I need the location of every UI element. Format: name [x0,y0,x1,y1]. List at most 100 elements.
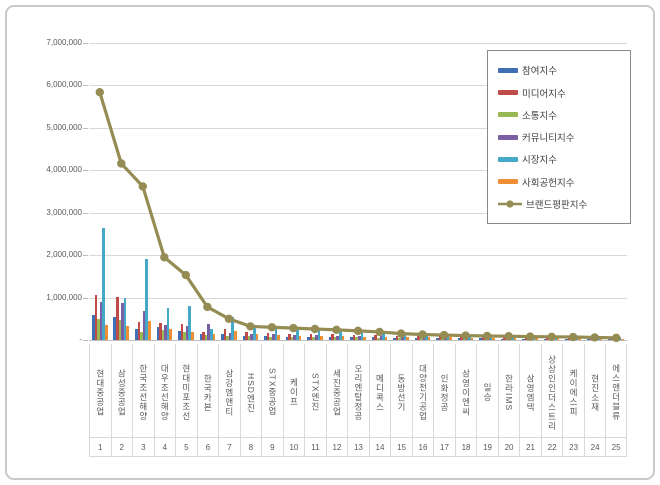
legend-swatch [498,156,518,162]
x-label-cell: 오리엔탈정공 13 [347,344,369,457]
gridline [89,127,627,129]
gridline [89,43,627,44]
line-marker [418,330,427,339]
bar [188,306,192,340]
legend-swatch [498,179,518,184]
category-label: 현진소재 [590,373,601,412]
bar [102,227,105,340]
bar-group [261,327,283,340]
bar [94,295,98,340]
bar [221,334,224,340]
bar [556,338,560,340]
legend-item: 소통지수 [498,108,630,122]
bar-group [154,308,176,340]
bar [331,334,334,340]
category-label: 삼성중공업 [116,368,127,417]
legend-label: 브랜드평판지수 [526,199,588,211]
bar [204,334,208,340]
plot-area [83,43,627,343]
gridline [89,212,627,214]
bar-group [283,328,305,340]
category-label: 대양전기공업 [417,364,428,421]
legend-item: 사회공헌지수 [498,175,630,189]
rank-label: 23 [563,437,584,457]
bar [513,337,517,340]
bar [621,338,624,340]
x-label-cell: 대양전기공업 16 [411,344,434,457]
bar-group [304,329,326,340]
bar [121,302,124,340]
bar [314,335,318,340]
x-label-cell: 대우조선해양 4 [153,344,176,457]
legend-swatch [498,90,518,95]
line-marker [504,331,513,341]
x-label-cell: HSD엔진 8 [239,344,262,457]
category-label: 세진중공업 [331,368,342,417]
line-marker [246,322,255,331]
category-label: 인화정공 [439,373,450,412]
line-marker [289,323,298,333]
bar-group [369,332,391,340]
rank-label: 24 [584,437,606,457]
bar [449,337,452,340]
bar [116,296,119,340]
bar [104,325,108,340]
bar [264,336,267,340]
bar [317,329,321,340]
category-label: 현대중공업 [95,368,106,417]
legend-item: 시장지수 [498,152,630,166]
line-marker [95,88,104,97]
bar [212,334,216,340]
bar [535,338,538,340]
bar [403,333,407,340]
bar [419,338,423,340]
bar [608,339,612,340]
bar [180,323,184,340]
bar [245,332,248,340]
category-label: 케이에스피 [568,368,579,417]
bar [228,333,232,340]
bar [468,335,471,340]
bar [269,336,272,340]
bar [427,337,431,340]
rank-label: 9 [262,437,283,457]
x-label-cell: 현대중공업 1 [89,344,111,457]
bar [384,336,388,340]
bar [355,337,358,340]
category-label: 삼영이엔씨 [461,368,472,417]
bar [328,337,332,340]
x-label-cell: 삼강엠앤티 7 [218,344,240,457]
line-marker [160,253,169,262]
legend-line-swatch [498,200,522,208]
bar [511,335,514,340]
line-marker [310,324,320,334]
bar [500,338,504,340]
x-label-cell: 에스앤더블류 25 [605,344,627,457]
bar [599,338,603,340]
category-label: 에스앤더블류 [611,364,622,421]
bar-group [326,330,348,340]
bar [578,338,581,340]
bar [250,334,253,340]
bar [169,329,173,340]
category-label: 대우조선해양 [159,364,170,421]
legend-label: 시장지수 [522,155,557,167]
line-marker [482,331,492,341]
rank-label: 4 [154,437,176,457]
bar [379,336,383,340]
bar [309,334,313,340]
bar [320,335,323,340]
x-label-cell: 동방선기 15 [390,344,412,457]
bar [446,334,450,340]
bar [568,337,571,340]
line-marker [547,332,556,342]
bar [398,337,402,340]
chart-legend: 참여지수 미디어지수 소통지수 커뮤니티지수 시장지수 사회공헌지수 브랜드평판지수 [487,50,631,224]
bar [113,316,117,340]
bar [199,333,203,340]
y-axis-label: 7,000,000 [46,38,82,47]
rank-label: 16 [412,437,434,457]
bar [312,337,315,340]
bar [266,333,270,340]
line-marker [267,323,277,332]
